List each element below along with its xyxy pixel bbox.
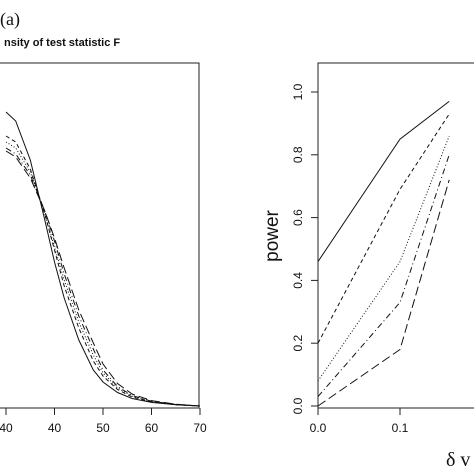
right-plot-area: [317, 101, 450, 407]
right-series-dotdash-line: [317, 154, 450, 397]
right-plot-frame: [317, 62, 474, 409]
right-y-tick-label: 1.0: [291, 83, 305, 100]
left-x-tick-label: 40: [48, 421, 62, 435]
left-plot-frame: [0, 62, 200, 409]
right-series-longdash-line: [317, 179, 450, 407]
panel-label: (a): [0, 9, 20, 30]
left-x-tick-label: 60: [145, 421, 159, 435]
right-y-axis-label: power: [262, 209, 283, 261]
right-y-tick-label: 0.6: [291, 209, 305, 226]
left-series-longdash-line: [5, 150, 201, 407]
right-series-solid-line: [317, 101, 450, 262]
right-x-tick-label: 0.1: [392, 421, 409, 435]
right-x-tick-label: 0.0: [310, 421, 327, 435]
left-series-dotdash-line: [5, 147, 201, 407]
right-y-tick-label: 0.0: [291, 397, 305, 414]
right-series-dotted-line: [317, 135, 450, 382]
right-y-tick-label: 0.8: [291, 146, 305, 163]
left-x-tick-label: 40: [0, 421, 13, 435]
left-series-solid-line: [5, 111, 201, 407]
left-x-tick-label: 70: [193, 421, 207, 435]
right-y-tick-label: 0.2: [291, 335, 305, 352]
left-x-axis: 40 40 50 60 70: [0, 408, 207, 435]
left-series-dashed-line: [5, 135, 201, 407]
left-chart-title: nsity of test statistic F: [4, 37, 120, 49]
right-series-dashed-line: [317, 113, 450, 344]
right-x-axis-label: δ v: [446, 449, 470, 471]
left-x-tick-label: 50: [96, 421, 110, 435]
right-axes: 0.0 0.2 0.4 0.6 0.8 1.0 0.0 0.1: [291, 83, 409, 435]
right-y-tick-label: 0.4: [291, 272, 305, 289]
left-plot-area: [5, 111, 201, 407]
